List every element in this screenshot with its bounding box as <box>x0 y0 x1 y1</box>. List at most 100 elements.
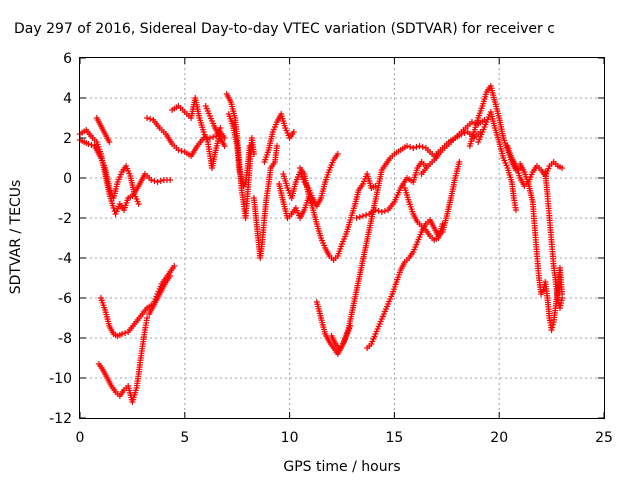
data-point <box>372 207 379 213</box>
data-point <box>461 130 468 136</box>
x-tick-label: 5 <box>180 430 189 446</box>
series-16 <box>297 165 379 263</box>
data-point <box>110 205 117 211</box>
data-point <box>407 144 414 150</box>
data-point <box>151 178 158 184</box>
series-12 <box>250 143 281 261</box>
data-point <box>148 177 155 183</box>
y-tick-label: -10 <box>49 371 72 387</box>
data-point <box>381 208 388 214</box>
data-point <box>512 207 519 213</box>
data-point <box>419 144 426 150</box>
data-point <box>88 142 95 148</box>
y-tick-label: -4 <box>58 251 72 267</box>
data-point <box>206 135 213 141</box>
data-point <box>378 209 385 215</box>
series-13 <box>261 111 297 165</box>
data-point <box>118 331 125 337</box>
series-15 <box>280 151 341 209</box>
series-6 <box>95 315 151 405</box>
data-point <box>359 213 366 219</box>
data-point <box>540 287 547 293</box>
series-1 <box>77 127 174 217</box>
data-point <box>353 215 360 221</box>
data-point <box>85 141 92 147</box>
data-point <box>167 273 174 279</box>
y-tick-label: -8 <box>58 331 72 347</box>
data-point <box>250 151 257 157</box>
data-point <box>135 201 142 207</box>
x-tick-label: 15 <box>385 430 403 446</box>
series-25 <box>475 109 519 213</box>
data-point <box>144 115 151 121</box>
data-point <box>175 147 182 153</box>
series-3 <box>93 115 113 145</box>
data-point <box>548 327 555 333</box>
series-22 <box>418 117 488 177</box>
x-tick-label: 25 <box>595 430 613 446</box>
data-point <box>410 145 417 151</box>
axis-ticks: 0 5 10 15 20 25 -12 -10 -8 -6 -4 -2 0 2 4 6 <box>49 51 613 446</box>
data-point <box>210 134 217 140</box>
series-20 <box>353 159 429 221</box>
data-point <box>334 151 341 157</box>
data-point <box>178 148 185 154</box>
series-28 <box>542 169 566 311</box>
data-point <box>171 263 178 269</box>
data-point <box>221 143 228 149</box>
series-18 <box>328 143 440 353</box>
series-19 <box>364 159 463 351</box>
data-point <box>559 295 566 301</box>
series-5 <box>146 273 174 317</box>
x-axis-label: GPS time / hours <box>283 459 400 475</box>
y-tick-label: 4 <box>63 91 72 107</box>
data-marks <box>77 83 566 405</box>
series-21 <box>401 185 446 243</box>
data-point <box>458 131 465 137</box>
y-tick-label: 6 <box>63 51 72 67</box>
data-point <box>413 144 420 150</box>
data-point <box>122 330 129 336</box>
data-point <box>356 214 363 220</box>
y-tick-label: -2 <box>58 211 72 227</box>
series-9 <box>202 103 228 149</box>
series-7 <box>144 115 224 159</box>
series-2 <box>77 137 142 207</box>
data-point <box>167 177 174 183</box>
data-point <box>416 143 423 149</box>
data-point <box>549 321 556 328</box>
y-tick-label: 0 <box>63 171 72 187</box>
data-point <box>468 119 475 125</box>
chart-title: Day 297 of 2016, Sidereal Day-to-day VTE… <box>14 21 555 37</box>
series-4 <box>97 263 178 339</box>
x-tick-label: 10 <box>281 430 299 446</box>
series-27 <box>517 161 566 333</box>
data-point <box>154 179 161 185</box>
data-point <box>246 143 253 149</box>
y-tick-label: 2 <box>63 131 72 147</box>
series-24 <box>466 83 524 173</box>
data-point <box>456 159 463 165</box>
y-tick-label: -12 <box>49 411 72 427</box>
data-point <box>106 139 113 145</box>
data-point <box>549 324 556 331</box>
x-tick-label: 0 <box>76 430 85 446</box>
series-8 <box>169 95 228 171</box>
series-23 <box>433 129 484 157</box>
y-tick-label: -6 <box>58 291 72 307</box>
plot-frame <box>79 57 605 419</box>
grid-lines <box>80 58 604 418</box>
y-axis-label: SDTVAR / TECUs <box>8 180 24 295</box>
data-point <box>439 221 446 227</box>
data-point <box>274 143 281 149</box>
series-11 <box>225 111 253 189</box>
data-point <box>290 129 297 135</box>
data-point <box>403 143 410 149</box>
data-point <box>144 315 151 321</box>
data-point <box>559 165 566 171</box>
data-point <box>375 208 382 214</box>
data-point <box>157 178 164 184</box>
x-tick-label: 20 <box>490 430 508 446</box>
data-point <box>147 116 154 122</box>
